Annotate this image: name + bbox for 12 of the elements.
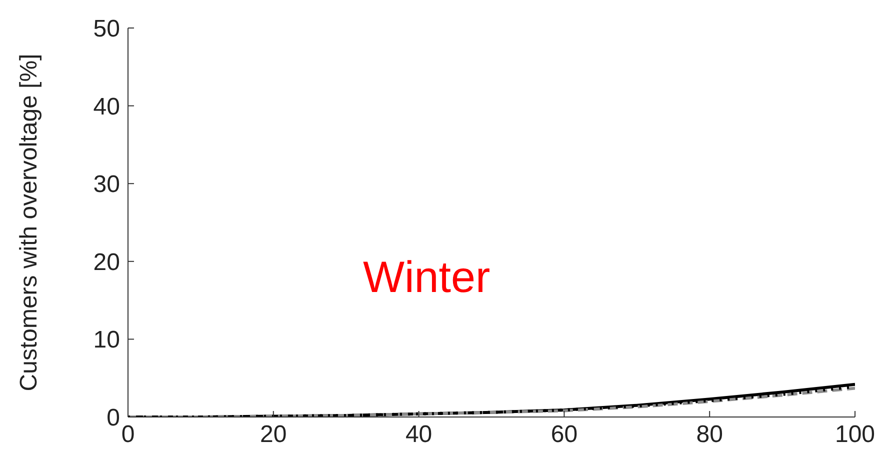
x-tick-label: 100 <box>834 421 876 448</box>
x-tick-label: 80 <box>696 421 723 448</box>
y-tick-label: 20 <box>93 248 120 276</box>
annotation: Winter <box>363 253 490 303</box>
y-tick-label: 40 <box>93 93 120 120</box>
x-tick-label: 40 <box>405 421 432 448</box>
y-axis-title: Customers with overvoltage [%] <box>16 54 43 392</box>
x-tick-label: 60 <box>550 421 578 448</box>
x-tick-label: 20 <box>260 421 287 448</box>
y-tick-label: 10 <box>93 326 120 354</box>
y-tick-label: 50 <box>93 16 120 43</box>
y-tick-label: 30 <box>93 171 120 198</box>
